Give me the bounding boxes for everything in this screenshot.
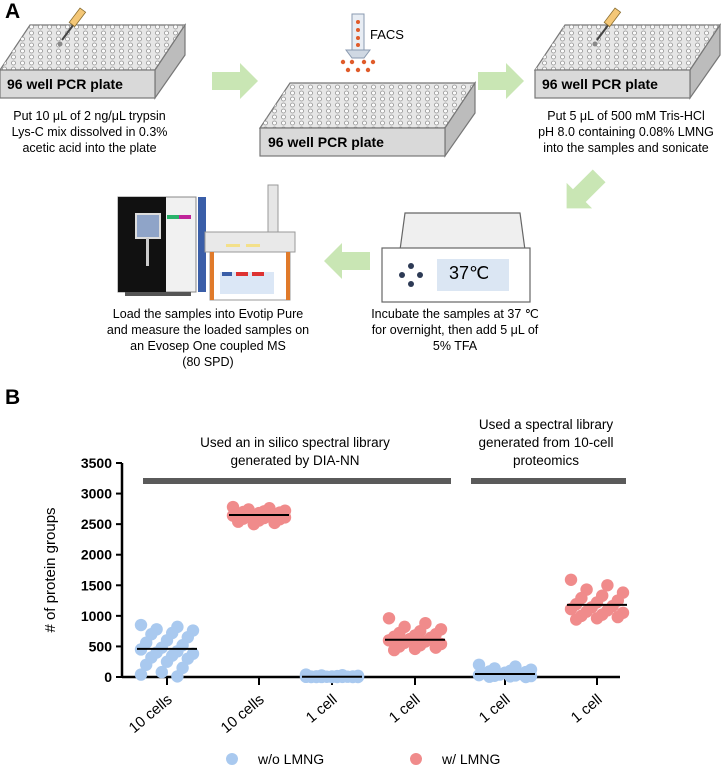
header-left-line2: generated by DIA-NN (230, 453, 360, 468)
y-tick-label: 0 (104, 669, 112, 685)
step1-line2: Lys-C mix dissolved in 0.3% (11, 125, 168, 139)
header-10cell-library: Used a spectral library generated from 1… (466, 416, 626, 470)
pipette-icon (592, 7, 622, 47)
data-point (570, 613, 583, 626)
y-axis-label: # of protein groups (42, 507, 59, 632)
plate-label-2: 96 well PCR plate (268, 134, 384, 150)
arrow-step-2 (478, 63, 524, 99)
pipette-icon (57, 7, 87, 47)
data-point (564, 573, 578, 586)
step5-line3: an Evosep One coupled MS (130, 339, 286, 353)
data-point (519, 670, 532, 684)
data-point (134, 668, 148, 681)
data-point (408, 642, 422, 656)
y-tick-label: 3500 (81, 455, 112, 471)
header-right-line3: proteomics (512, 453, 580, 468)
legend-marker (226, 753, 238, 765)
protein-groups-chart: 0 500 1000 1500 2000 2500 3000 3500 # of protein… (42, 455, 630, 766)
workflow-diagram (0, 7, 722, 303)
legend-label: w/ LMNG (441, 751, 500, 766)
y-tick-label: 1000 (81, 608, 112, 624)
step3-line1: Put 5 μL of 500 mM Tris-HCl (547, 109, 705, 123)
arrow-step-1 (212, 63, 258, 99)
x-tick-label: 10 cells (126, 691, 176, 737)
step4-caption: Incubate the samples at 37 ℃ for overnig… (355, 306, 555, 354)
x-tick-label: 10 cells (218, 691, 268, 737)
incubator-temperature: 37℃ (449, 263, 490, 283)
step5-line2: and measure the loaded samples on (106, 323, 310, 337)
header-bar-left (143, 478, 451, 484)
pcr-plate-3 (533, 23, 722, 100)
data-point (140, 658, 153, 671)
x-tick-label: 1 cell (568, 691, 606, 727)
y-tick-label: 2000 (81, 547, 112, 563)
step5-line1: Load the samples into Evotip Pure (112, 307, 304, 321)
step4-line3: 5% TFA (432, 339, 478, 353)
data-point (232, 515, 245, 528)
header-insilico-library: Used an in silico spectral library gener… (170, 434, 420, 470)
data-point (181, 652, 194, 665)
step3-caption: Put 5 μL of 500 mM Tris-HCl pH 8.0 conta… (530, 108, 722, 156)
step4-line2: for overnight, then add 5 μL of (371, 323, 539, 337)
y-tick-label: 1500 (81, 577, 112, 593)
data-point (247, 517, 260, 531)
panel-a-label: A (5, 0, 21, 23)
data-point (483, 670, 496, 683)
x-tick-label: 1 cell (476, 691, 514, 727)
header-left-line1: Used an in silico spectral library (200, 435, 390, 450)
plate-label-3: 96 well PCR plate (542, 76, 658, 92)
header-bar-right (471, 478, 626, 484)
facs-label: FACS (370, 27, 404, 42)
x-tick-label: 1 cell (386, 691, 424, 727)
data-point (504, 670, 517, 683)
data-point (611, 610, 624, 624)
data-point (134, 618, 148, 632)
pcr-plate-2 (258, 81, 477, 158)
data-point (590, 612, 604, 625)
data-point (171, 670, 184, 683)
y-tick-label: 3000 (81, 486, 112, 502)
data-point (429, 641, 442, 654)
data-point (601, 579, 614, 592)
step5-caption: Load the samples into Evotip Pure and me… (98, 306, 318, 370)
step5-line4: (80 SPD) (182, 355, 234, 369)
header-right-line2: generated from 10-cell (478, 435, 614, 450)
data-point (382, 612, 396, 625)
plate-label-1: 96 well PCR plate (7, 76, 123, 92)
arrow-step-4 (324, 243, 370, 279)
step3-line2: pH 8.0 containing 0.08% LMNG (538, 125, 714, 139)
x-tick-label: 1 cell (303, 691, 341, 727)
data-point (160, 655, 174, 668)
pcr-plate-1 (0, 23, 187, 100)
incubator-icon (381, 212, 531, 303)
y-tick-label: 2500 (81, 516, 112, 532)
header-right-line1: Used a spectral library (478, 417, 614, 432)
mass-spectrometer-icon (117, 184, 296, 301)
arrow-step-3 (566, 169, 606, 209)
data-point (155, 665, 168, 679)
step3-line3: into the samples and sonicate (543, 141, 709, 155)
panel-b-label: B (5, 386, 21, 409)
step1-line3: acetic acid into the plate (22, 141, 157, 155)
step4-line1: Incubate the samples at 37 ℃ (371, 307, 539, 321)
y-tick-label: 500 (89, 638, 113, 654)
step1-caption: Put 10 μL of 2 ng/μL trypsin Lys-C mix d… (2, 108, 177, 156)
data-point (388, 643, 401, 657)
step1-line1: Put 10 μL of 2 ng/μL trypsin (13, 109, 166, 123)
legend-marker (410, 753, 422, 765)
data-point (268, 516, 281, 530)
legend-label: w/o LMNG (257, 751, 324, 766)
facs-icon (340, 13, 376, 73)
data-point (472, 668, 486, 682)
data-point (564, 602, 578, 616)
